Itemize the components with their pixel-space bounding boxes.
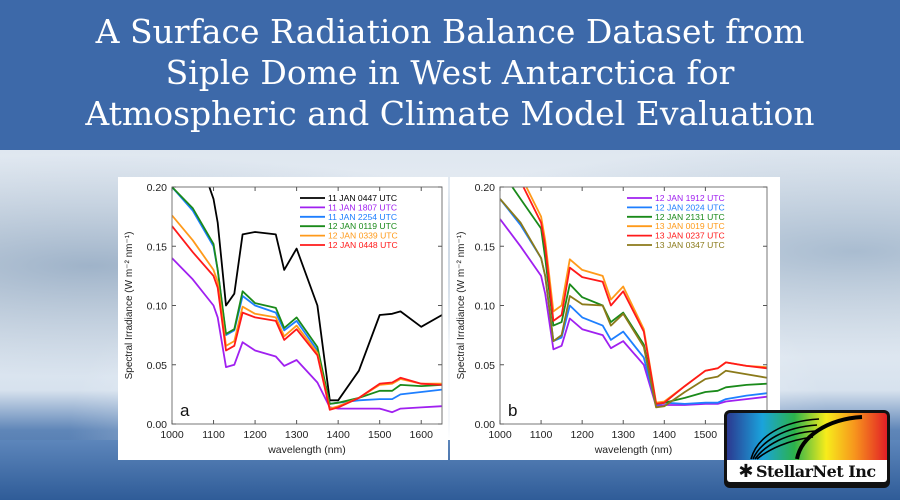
x-tick-label: 1400 — [326, 429, 350, 441]
x-tick-label: 1200 — [243, 429, 267, 441]
series-line-2 — [511, 187, 767, 405]
x-tick-label: 1100 — [530, 429, 553, 441]
y-axis-label: Spectral Irradiance (W m⁻² nm⁻¹) — [124, 232, 135, 380]
legend-entry: 12 JAN 0339 UTC — [328, 231, 398, 241]
x-tick-label: 1200 — [570, 429, 594, 441]
logo-wordmark: ✱ StellarNet Inc — [727, 460, 887, 482]
x-tick-label: 1500 — [694, 429, 718, 441]
logo-text: StellarNet Inc — [755, 461, 876, 481]
spectral-irradiance-chart-a: 1000 1100 1200 1300 1400 1500 1600 0.00 0.05 0.10… — [124, 182, 443, 456]
panel-label: b — [508, 401, 517, 420]
title-line: Atmospheric and Climate Model Evaluation — [85, 94, 815, 133]
legend-entry: 12 JAN 2131 UTC — [655, 212, 725, 222]
asterisk-star-icon: ✱ — [738, 460, 753, 482]
title-line: Siple Dome in West Antarctica for — [165, 53, 735, 92]
series-line-0 — [500, 218, 767, 408]
legend-entry: 12 JAN 2024 UTC — [655, 202, 725, 212]
legend-entry: 13 JAN 0019 UTC — [655, 221, 725, 231]
legend-entry: 13 JAN 0237 UTC — [655, 231, 725, 241]
legend-entry: 12 JAN 1912 UTC — [655, 193, 725, 203]
x-tick-label: 1300 — [612, 429, 636, 441]
y-tick-label: 0.15 — [475, 241, 496, 253]
title-banner: A Surface Radiation Balance Dataset from… — [0, 0, 900, 150]
plot-frame — [499, 186, 768, 425]
x-axis-label: wavelength (nm) — [594, 444, 673, 456]
x-tick-label: 1500 — [368, 429, 392, 441]
stellarnet-logo: ✱ StellarNet Inc — [724, 410, 890, 488]
chart-panel-a: 1000 1100 1200 1300 1400 1500 1600 0.00 0.05 0.10… — [118, 177, 448, 460]
arc-lines-icon — [750, 415, 863, 460]
series-group — [172, 187, 442, 414]
x-axis-label: wavelength (nm) — [267, 444, 346, 456]
panel-label: a — [180, 401, 190, 420]
series-line-4 — [522, 187, 767, 405]
legend-entry: 13 JAN 0347 UTC — [655, 240, 725, 250]
y-tick-label: 0.10 — [147, 301, 168, 313]
series-line-1 — [172, 257, 442, 414]
legend-entry: 11 JAN 2254 UTC — [328, 212, 397, 222]
x-tick-label: 1600 — [410, 429, 434, 441]
legend-entry: 11 JAN 0447 UTC — [328, 193, 397, 203]
y-tick-label: 0.15 — [147, 241, 168, 253]
series-line-1 — [500, 198, 767, 406]
y-tick-label: 0.20 — [475, 182, 496, 194]
y-tick-label: 0.05 — [147, 360, 168, 372]
series-line-5 — [500, 198, 767, 409]
y-tick-label: 0.10 — [475, 301, 496, 313]
x-tick-label: 1100 — [202, 429, 225, 441]
legend-entry: 12 JAN 0448 UTC — [328, 240, 398, 250]
x-tick-label: 1000 — [160, 429, 184, 441]
x-tick-label: 1400 — [653, 429, 677, 441]
spectral-irradiance-chart-b: 1000 1100 1200 1300 1400 1500 0.00 0.05 0.10 0.15… — [456, 182, 768, 456]
y-tick-label: 0.00 — [475, 419, 496, 431]
series-line-3 — [172, 187, 442, 405]
series-group — [500, 187, 767, 409]
legend-entry: 11 JAN 1807 UTC — [328, 202, 397, 212]
y-tick-label: 0.00 — [147, 419, 168, 431]
spectrum-graphic — [727, 413, 887, 460]
series-line-3 — [525, 187, 767, 404]
y-tick-label: 0.05 — [475, 360, 496, 372]
x-tick-label: 1000 — [488, 429, 512, 441]
title-line: A Surface Radiation Balance Dataset from — [95, 12, 805, 51]
series-line-5 — [172, 225, 442, 411]
y-tick-label: 0.20 — [147, 182, 168, 194]
x-tick-label: 1300 — [285, 429, 309, 441]
series-line-0 — [208, 187, 442, 402]
legend-entry: 12 JAN 0119 UTC — [328, 221, 397, 231]
y-axis-label: Spectral Irradiance (W m⁻² nm⁻¹) — [456, 232, 467, 380]
